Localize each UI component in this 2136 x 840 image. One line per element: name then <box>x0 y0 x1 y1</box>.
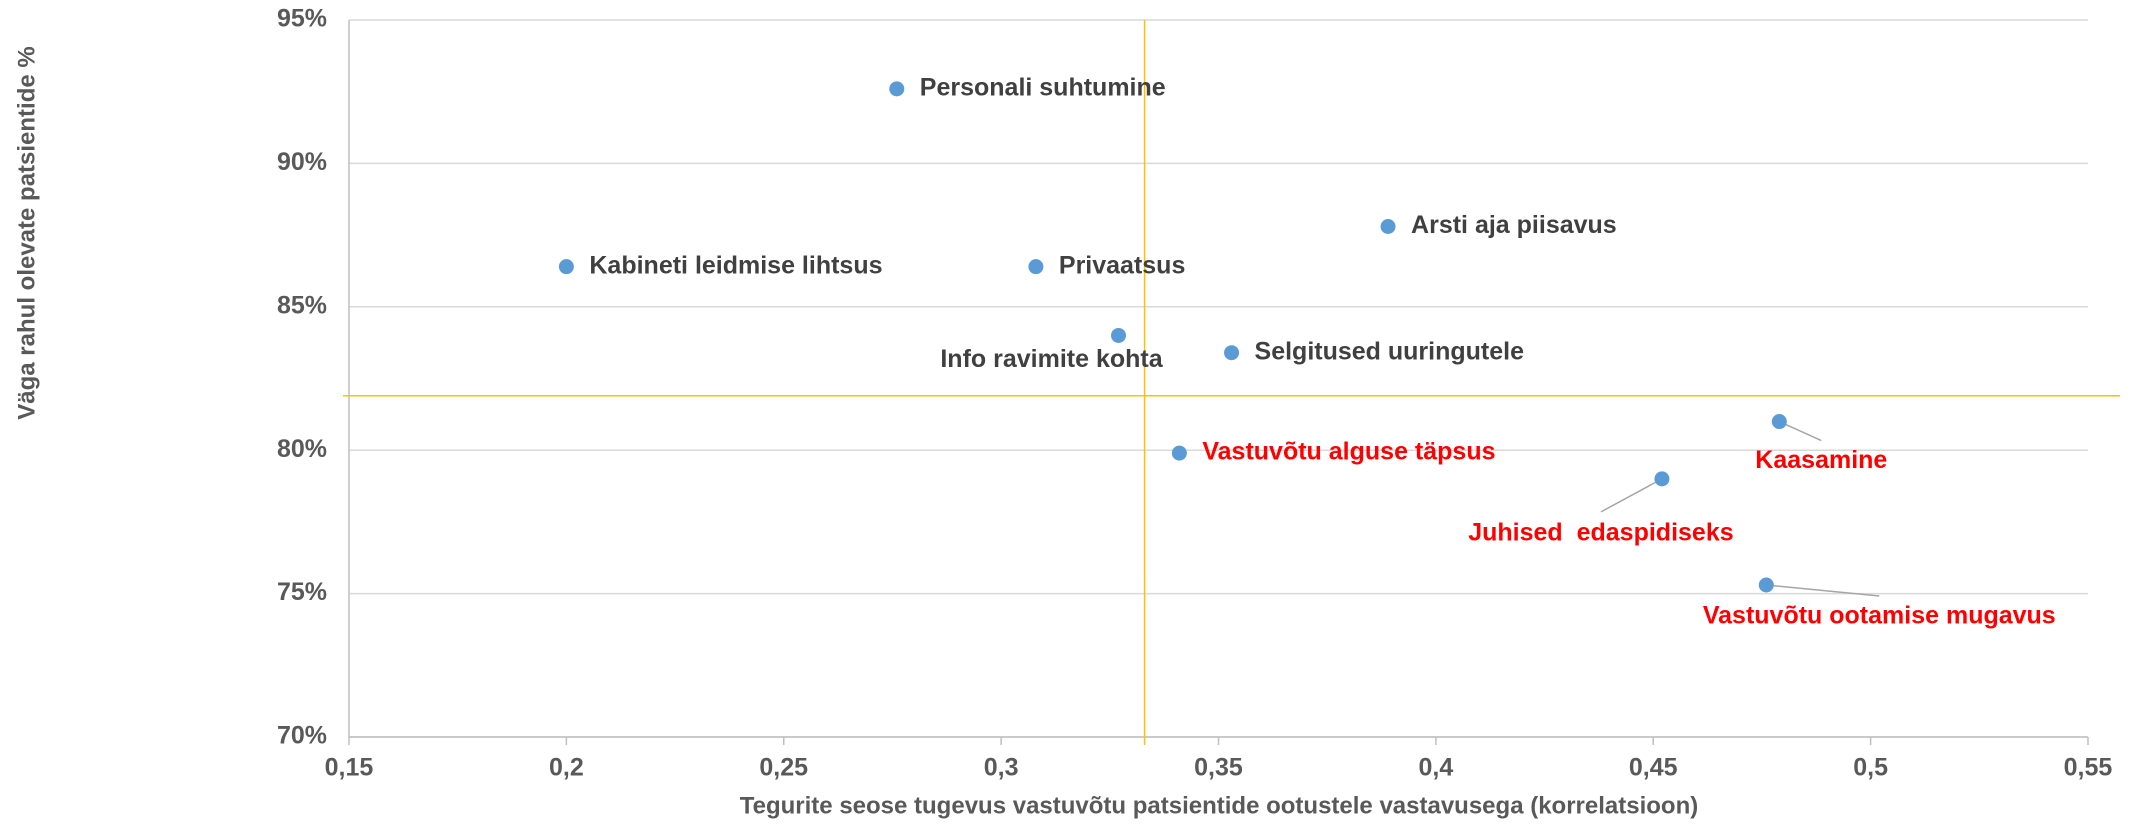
point-label: Personali suhtumine <box>920 73 1166 101</box>
y-tick-label: 95% <box>277 5 327 33</box>
x-tick-label: 0,55 <box>2064 754 2113 782</box>
point-label: Arsti aja piisavus <box>1411 211 1617 239</box>
point <box>1224 345 1240 361</box>
y-tick-label: 75% <box>277 578 327 606</box>
x-tick-label: 0,25 <box>759 754 808 782</box>
y-axis-title: Väga rahul olevate patsientide % <box>13 46 40 419</box>
point-label: Info ravimite kohta <box>940 345 1163 373</box>
point <box>558 259 574 275</box>
point <box>1171 445 1187 461</box>
point-label: Privaatsus <box>1059 251 1185 279</box>
point-label: Kaasamine <box>1755 446 1887 474</box>
point <box>1028 259 1044 275</box>
point <box>1654 471 1670 487</box>
y-tick-label: 70% <box>277 722 327 750</box>
x-tick-label: 0,3 <box>984 754 1019 782</box>
point-label: Juhised edaspidiseks <box>1468 518 1733 546</box>
point <box>1111 327 1127 343</box>
point-label: Selgitused uuringutele <box>1255 337 1525 365</box>
leader-line <box>1779 420 1822 442</box>
x-tick-label: 0,2 <box>549 754 584 782</box>
point <box>1758 577 1774 593</box>
leader-line <box>1600 478 1663 513</box>
x-axis-title: Tegurite seose tugevus vastuvõtu patsien… <box>740 792 1698 819</box>
x-tick-label: 0,45 <box>1629 754 1678 782</box>
leader-line <box>1766 584 1880 597</box>
x-tick-label: 0,35 <box>1194 754 1243 782</box>
point <box>889 81 905 97</box>
point <box>1771 414 1787 430</box>
x-tick-label: 0,5 <box>1853 754 1888 782</box>
y-tick-label: 90% <box>277 148 327 176</box>
point-label: Kabineti leidmise lihtsus <box>589 251 882 279</box>
y-tick-label: 80% <box>277 435 327 463</box>
y-tick-label: 85% <box>277 291 327 319</box>
x-tick-label: 0,15 <box>325 754 374 782</box>
point-label: Vastuvõtu alguse täpsus <box>1202 438 1495 466</box>
x-tick-label: 0,4 <box>1418 754 1453 782</box>
point <box>1380 218 1396 234</box>
point-label: Vastuvõtu ootamise mugavus <box>1703 602 2056 630</box>
